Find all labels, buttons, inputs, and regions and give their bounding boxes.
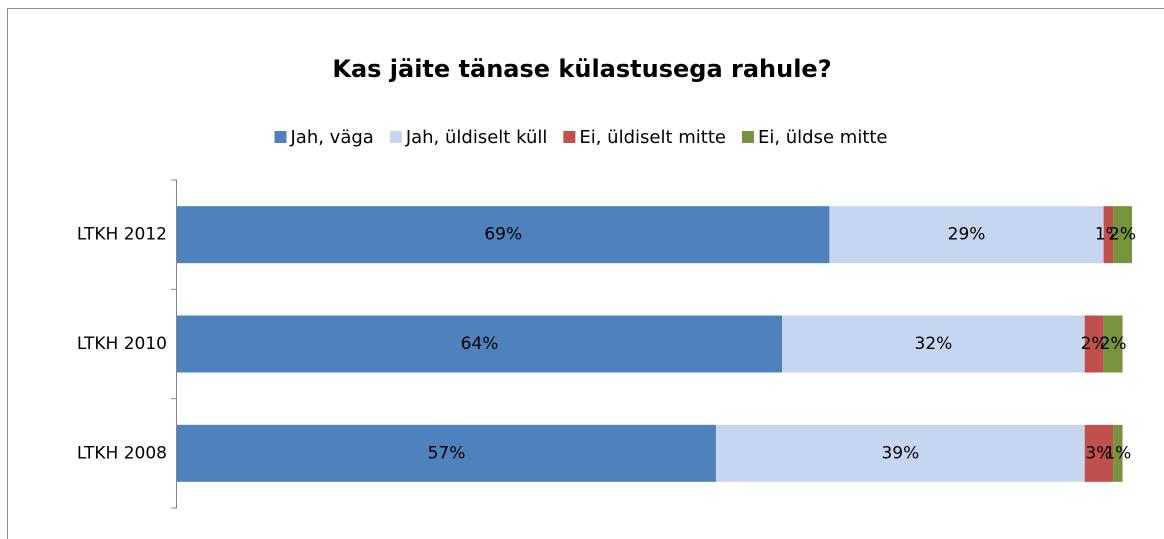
y-tick-label: LTKH 2012 [77,225,167,245]
legend-label: Jah, üldiselt küll [405,127,548,148]
legend-swatch [274,131,287,143]
legend-swatch [741,131,754,143]
bar-segment [1113,424,1123,482]
value-label: 2% [1100,334,1127,354]
bar-segment [1103,206,1114,264]
bar-segment [829,206,1104,264]
value-label: 57% [428,443,466,463]
bar-segment [1084,315,1104,373]
value-label: 1% [1104,443,1131,463]
bar-segment [177,424,716,482]
value-label: 69% [484,225,522,245]
y-tick-label: LTKH 2008 [77,443,167,463]
value-label: 39% [881,443,919,463]
legend-label: Jah, väga [289,127,373,148]
chart-title: Kas jäite tänase külastusega rahule? [332,55,831,83]
bar-segment [782,315,1085,373]
value-label: 2% [1109,225,1136,245]
value-label: 64% [461,334,499,354]
bar-segment [177,315,783,373]
bar-segment [1113,206,1132,264]
y-tick-label: LTKH 2010 [77,334,167,354]
bar-segment [715,424,1085,482]
legend-swatch [389,131,402,143]
legend-swatch [563,131,576,143]
value-label: 29% [948,225,986,245]
bar-segment [1084,424,1114,482]
value-label: 3% [1085,443,1112,463]
legend-label: Ei, üldiselt mitte [579,127,726,148]
bar-segment [1103,315,1123,373]
bar-segment [177,206,830,264]
value-label: 32% [915,334,953,354]
value-label: 2% [1081,334,1108,354]
legend-label: Ei, üldse mitte [758,127,888,148]
